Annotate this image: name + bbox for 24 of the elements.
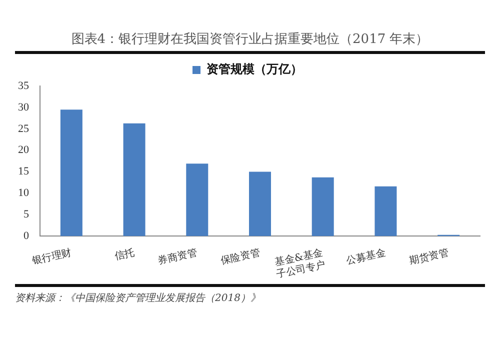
bar (123, 123, 146, 236)
legend-label: 资管规模（万亿） (206, 62, 302, 76)
y-tick-label: 10 (18, 187, 30, 200)
text: 资料来源：《中国保险资产管理业发展报告（2018）》 (15, 284, 485, 305)
bar (60, 110, 82, 236)
x-tick-label: 保险资管 (220, 246, 262, 267)
x-tick-label: 基金&基金子公司专户 (274, 246, 327, 281)
bar (312, 177, 334, 236)
chart-title: 图表4：银行理财在我国资管行业占据重要地位（2017 年末） (15, 30, 485, 54)
x-tick-label: 银行理财 (30, 246, 73, 267)
bar (186, 164, 208, 236)
x-tick-label: 公募基金 (345, 246, 387, 267)
y-tick-label: 5 (24, 208, 30, 221)
x-tick-label: 信托 (113, 246, 136, 263)
y-tick-label: 0 (24, 230, 30, 242)
y-tick-label: 30 (18, 101, 30, 114)
x-tick-label: 期货资管 (408, 246, 450, 267)
x-tick-label: 券商资管 (156, 246, 198, 267)
bar (249, 172, 271, 236)
bar (374, 186, 397, 236)
y-tick-label: 25 (18, 122, 30, 135)
y-tick-label: 15 (18, 166, 30, 178)
y-tick-label: 20 (18, 144, 30, 156)
y-tick-label: 35 (18, 80, 30, 92)
